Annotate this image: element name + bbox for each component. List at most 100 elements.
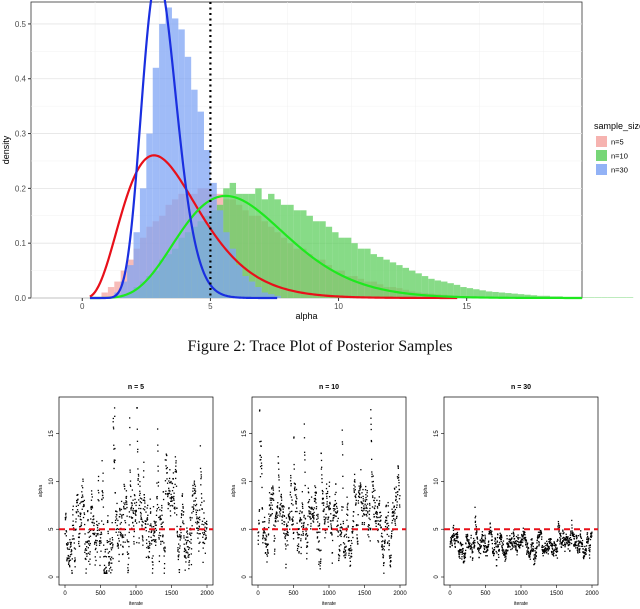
histogram-bar <box>274 199 281 298</box>
trace-point <box>96 533 98 535</box>
trace-point <box>318 549 320 551</box>
trace-point <box>560 546 563 549</box>
trace-point <box>261 486 263 489</box>
trace-point <box>152 534 155 536</box>
trace-point <box>182 506 184 508</box>
trace-point <box>185 541 188 544</box>
trace-point <box>124 488 126 490</box>
trace-point <box>192 487 194 490</box>
trace-point <box>291 524 294 526</box>
trace-point <box>513 534 515 537</box>
trace-point <box>345 545 347 548</box>
trace-point <box>388 535 390 537</box>
trace-point <box>377 528 379 530</box>
trace-point <box>316 548 318 550</box>
trace-point <box>576 549 578 551</box>
trace-point <box>110 559 112 561</box>
trace-point <box>374 489 376 492</box>
trace-points <box>449 506 593 567</box>
trace-point <box>258 509 261 511</box>
trace-point <box>381 549 383 551</box>
trace-point <box>329 507 331 510</box>
trace-point <box>378 503 380 505</box>
trace-point <box>359 485 362 487</box>
trace-point <box>353 480 356 482</box>
trace-point <box>271 504 273 506</box>
y-tick-label: 15 <box>49 430 55 437</box>
trace-point <box>322 497 325 500</box>
trace-point <box>489 526 492 529</box>
trace-point <box>500 536 503 538</box>
trace-point <box>501 548 504 550</box>
trace-point <box>363 522 366 524</box>
trace-point <box>308 500 310 503</box>
trace-point <box>453 538 455 541</box>
trace-point <box>110 547 112 549</box>
trace-point <box>91 505 93 508</box>
trace-point <box>391 519 394 522</box>
trace-point <box>128 541 130 543</box>
trace-point <box>273 540 275 542</box>
trace-point <box>150 525 152 527</box>
trace-point <box>266 544 268 546</box>
trace-point <box>188 556 190 558</box>
trace-point <box>297 533 299 535</box>
histogram-bar <box>376 256 384 298</box>
trace-point <box>504 560 506 562</box>
trace-point <box>294 510 297 513</box>
trace-point <box>327 516 330 518</box>
trace-point <box>387 511 390 513</box>
trace-point <box>381 545 383 547</box>
trace-point <box>370 409 372 411</box>
trace-point <box>354 481 356 483</box>
trace-point <box>138 537 140 539</box>
trace-point <box>306 545 308 547</box>
trace-point <box>137 448 139 451</box>
trace-point <box>67 548 69 550</box>
trace-point <box>340 530 342 532</box>
trace-point <box>181 495 183 497</box>
trace-point <box>303 516 305 518</box>
trace-point <box>294 486 296 488</box>
trace-point <box>333 510 335 512</box>
trace-point <box>165 465 167 467</box>
trace-point <box>298 537 300 539</box>
trace-point <box>575 536 578 538</box>
trace-point <box>180 513 183 515</box>
trace-point <box>267 533 270 535</box>
trace-point <box>510 541 512 543</box>
trace-point <box>322 493 324 495</box>
trace-point <box>502 549 505 551</box>
trace-point <box>372 475 374 477</box>
trace-point <box>521 533 523 536</box>
trace-point <box>264 542 266 544</box>
histogram-bar <box>229 248 237 298</box>
trace-point <box>138 507 140 510</box>
trace-point <box>334 511 337 513</box>
trace-point <box>483 545 486 548</box>
trace-point <box>390 535 393 538</box>
trace-point <box>590 532 593 535</box>
trace-point <box>165 467 168 470</box>
trace-point <box>464 556 467 559</box>
trace-point <box>104 548 107 551</box>
trace-point <box>547 549 550 551</box>
trace-point <box>274 519 277 522</box>
trace-point <box>70 543 72 546</box>
trace-point <box>164 480 167 482</box>
trace-point <box>67 557 69 560</box>
histogram-bar <box>492 291 499 298</box>
trace-point <box>73 538 75 540</box>
trace-point <box>543 550 545 553</box>
trace-point <box>296 531 298 534</box>
trace-point <box>118 560 120 562</box>
trace-point <box>175 470 177 472</box>
trace-point <box>101 498 103 501</box>
trace-point <box>288 515 290 517</box>
trace-point <box>108 570 110 572</box>
trace-point <box>89 563 91 565</box>
trace-point <box>520 540 522 543</box>
trace-point <box>325 532 327 534</box>
trace-point <box>307 492 310 494</box>
trace-point <box>354 504 357 506</box>
